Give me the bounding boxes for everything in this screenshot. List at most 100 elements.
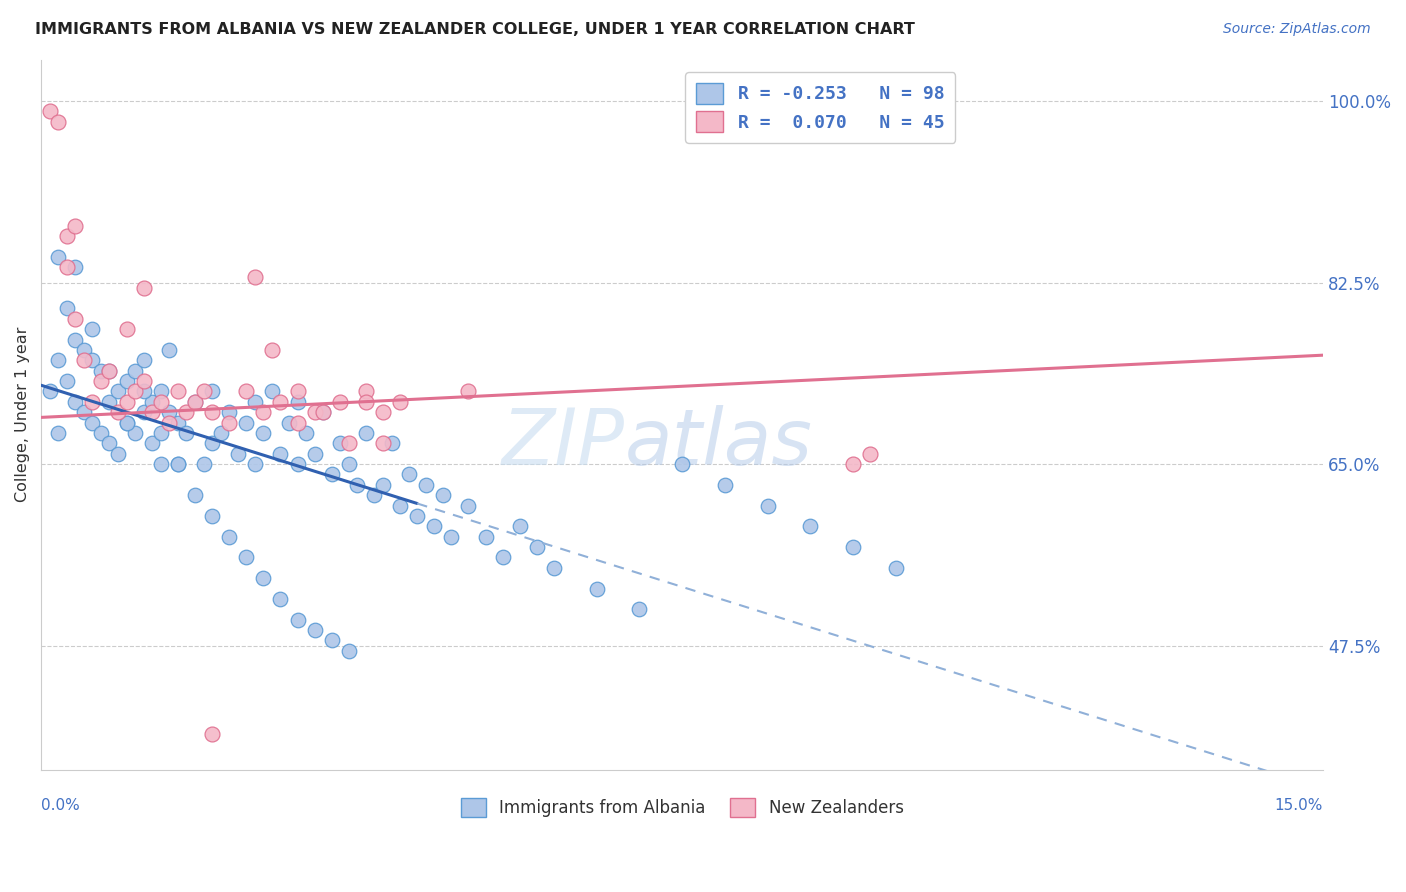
Point bbox=[201, 508, 224, 523]
Point bbox=[98, 364, 121, 378]
Point bbox=[671, 457, 693, 471]
Legend: Immigrants from Albania, New Zealanders: Immigrants from Albania, New Zealanders bbox=[453, 789, 912, 826]
Point bbox=[115, 322, 138, 336]
Point bbox=[235, 384, 257, 399]
Point bbox=[98, 436, 121, 450]
Point bbox=[193, 457, 215, 471]
Point bbox=[46, 353, 69, 368]
Point bbox=[799, 519, 821, 533]
Point bbox=[398, 467, 420, 482]
Point bbox=[184, 394, 207, 409]
Point bbox=[176, 425, 198, 440]
Point bbox=[107, 405, 129, 419]
Point bbox=[98, 364, 121, 378]
Point bbox=[714, 477, 737, 491]
Point bbox=[149, 394, 172, 409]
Point bbox=[167, 384, 190, 399]
Point bbox=[176, 405, 198, 419]
Point bbox=[457, 384, 479, 399]
Point bbox=[304, 447, 326, 461]
Point bbox=[304, 623, 326, 637]
Point bbox=[252, 425, 274, 440]
Point bbox=[842, 457, 865, 471]
Point bbox=[73, 343, 96, 357]
Point bbox=[371, 436, 394, 450]
Point bbox=[157, 343, 180, 357]
Point bbox=[98, 394, 121, 409]
Point bbox=[157, 405, 180, 419]
Point bbox=[184, 488, 207, 502]
Point bbox=[406, 508, 429, 523]
Point bbox=[141, 394, 163, 409]
Point bbox=[491, 550, 513, 565]
Point bbox=[321, 467, 343, 482]
Point bbox=[90, 425, 112, 440]
Point bbox=[115, 416, 138, 430]
Point bbox=[107, 384, 129, 399]
Point bbox=[440, 530, 463, 544]
Point bbox=[46, 250, 69, 264]
Point bbox=[115, 394, 138, 409]
Point bbox=[346, 477, 368, 491]
Y-axis label: College, Under 1 year: College, Under 1 year bbox=[15, 327, 30, 502]
Point bbox=[55, 301, 77, 316]
Point bbox=[628, 602, 651, 616]
Point bbox=[243, 270, 266, 285]
Point bbox=[82, 322, 104, 336]
Point bbox=[184, 394, 207, 409]
Point bbox=[55, 228, 77, 243]
Point bbox=[269, 394, 291, 409]
Point bbox=[509, 519, 531, 533]
Point bbox=[226, 447, 249, 461]
Point bbox=[209, 425, 232, 440]
Point bbox=[149, 457, 172, 471]
Text: 15.0%: 15.0% bbox=[1275, 798, 1323, 814]
Point bbox=[423, 519, 446, 533]
Point bbox=[82, 416, 104, 430]
Point bbox=[218, 405, 240, 419]
Point bbox=[884, 561, 907, 575]
Point bbox=[243, 457, 266, 471]
Point bbox=[543, 561, 565, 575]
Point bbox=[278, 416, 301, 430]
Point bbox=[354, 425, 377, 440]
Point bbox=[329, 394, 352, 409]
Point bbox=[354, 394, 377, 409]
Point bbox=[46, 425, 69, 440]
Point bbox=[389, 499, 412, 513]
Point bbox=[287, 457, 309, 471]
Point bbox=[243, 394, 266, 409]
Point bbox=[65, 311, 87, 326]
Point bbox=[149, 384, 172, 399]
Point bbox=[363, 488, 385, 502]
Point bbox=[389, 394, 412, 409]
Point bbox=[201, 727, 224, 741]
Point bbox=[756, 499, 779, 513]
Point bbox=[82, 394, 104, 409]
Point bbox=[90, 374, 112, 388]
Point bbox=[132, 281, 155, 295]
Point bbox=[65, 394, 87, 409]
Point bbox=[260, 384, 283, 399]
Point bbox=[842, 540, 865, 554]
Point bbox=[38, 384, 60, 399]
Point bbox=[201, 405, 224, 419]
Point bbox=[287, 416, 309, 430]
Point bbox=[167, 457, 190, 471]
Text: ZIP: ZIP bbox=[502, 405, 624, 481]
Point bbox=[201, 384, 224, 399]
Point bbox=[526, 540, 548, 554]
Point bbox=[218, 530, 240, 544]
Point bbox=[337, 436, 360, 450]
Point bbox=[474, 530, 496, 544]
Point bbox=[371, 477, 394, 491]
Point bbox=[115, 416, 138, 430]
Point bbox=[193, 384, 215, 399]
Point bbox=[585, 582, 607, 596]
Point bbox=[235, 416, 257, 430]
Point bbox=[287, 394, 309, 409]
Point bbox=[304, 405, 326, 419]
Text: atlas: atlas bbox=[624, 405, 813, 481]
Point bbox=[124, 364, 146, 378]
Point bbox=[132, 405, 155, 419]
